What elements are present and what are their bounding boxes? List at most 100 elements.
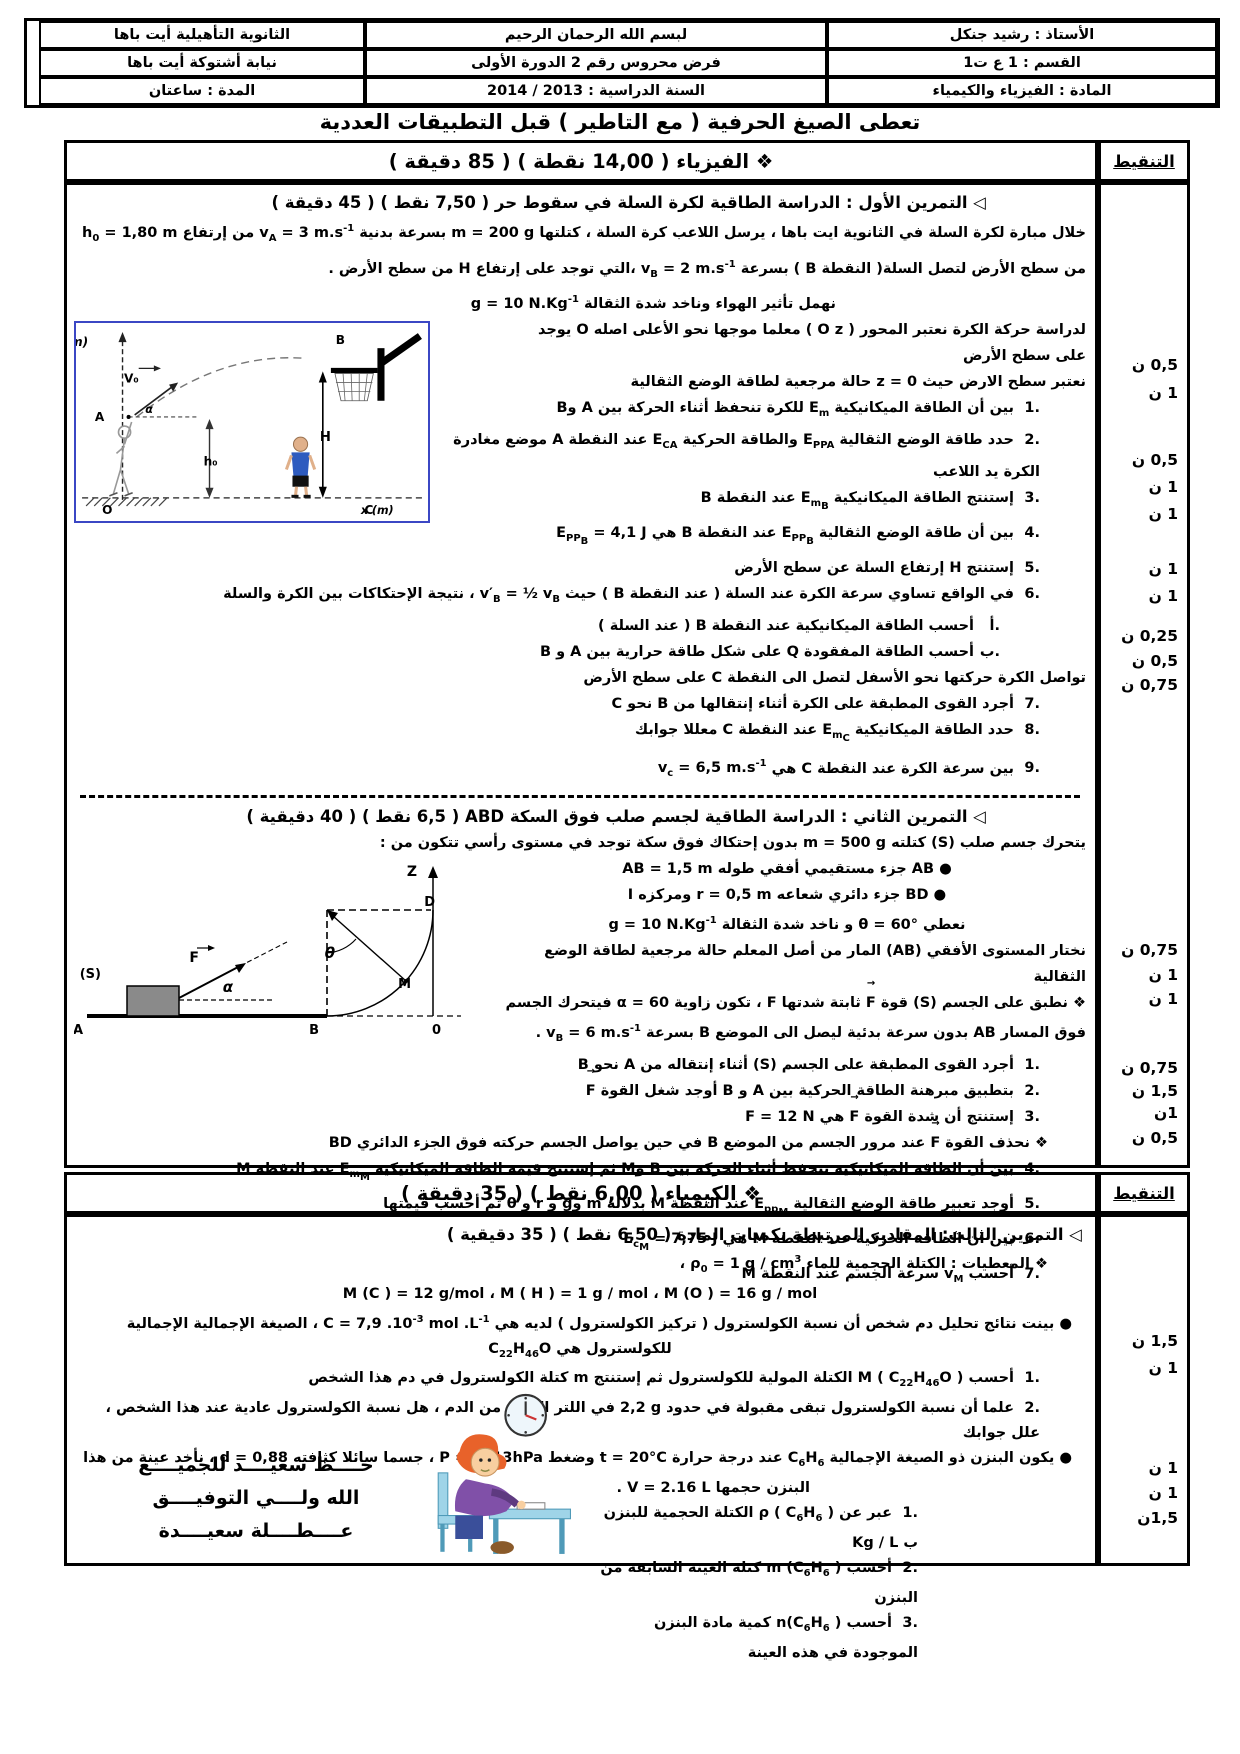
z-axis-arrow [118,332,127,343]
question: 6.بين ان الطاقة الحركية عند النقطة M هي … [74,1226,1086,1261]
mark: 1 ن [1148,990,1178,1008]
mark: 0,5 ن [1131,652,1178,670]
figure-basketball: z (m) O C x (m) V₀ α A [74,321,430,524]
wish-line: عــــطــــلة سعيــــدة [158,1520,354,1542]
header-district: نيابة أشتوكة أيت باها [39,49,365,77]
question: 2.بتطبيق مبرهنة الطاقة الحركية بين A و B… [74,1067,1086,1104]
question-number: 9. [1024,760,1040,777]
exercise2-bullet: ● AB جزء مستقيمي أفقي طوله AB = 1,5 m [622,861,952,878]
mark: 1,5 ن [1131,1332,1178,1350]
shirt [454,1479,515,1517]
question: 6.في الواقع تساوي سرعة الكرة عند السلة (… [74,581,1086,613]
question-number: 1. [902,1505,918,1522]
mark: 1 ن [1148,1459,1178,1477]
question: 8.حدد الطاقة الميكانيكية EmC عند النقطة … [74,717,1086,752]
question: 2.علما أن نسبة الكولسترول تبقى مقبولة في… [74,1396,1086,1446]
question: 9.بين سرعة الكرة عند النقطة C هي vc = 6,… [74,752,1086,788]
mark: 0,75 ن [1121,941,1178,959]
hoop-support [380,333,422,366]
header-table: الأستاذ : رشيد جنكل لبسم الله الرحمان ال… [24,18,1220,108]
question-number: 7. [1024,695,1040,712]
question: 1.عبر عن ρ ( C6H6 ) الكتلة الحجمية للبنز… [74,1501,1086,1556]
mark: 1 ن [1148,505,1178,523]
radius-to-m [332,915,407,982]
question-number: 7. [1024,1265,1040,1282]
header-school-year: السنة الدراسية : 2013 / 2014 [365,77,827,105]
exercise3-volume: البنزن حجمها V = 2.16 L . [616,1480,810,1497]
exercise3-given: ❖ المعطيات : الكتلة الحجمية للماء ρ0 = 1… [679,1254,1048,1275]
origin-label: O [102,503,112,517]
origin-label: 0 [432,1023,441,1038]
mark: 1 ن [1148,966,1178,984]
question-number: 2. [1024,432,1040,449]
force-f-label: F [189,950,199,966]
mark: 1 ن [1148,1484,1178,1502]
ground-hatching [85,497,168,507]
chemistry-title: ❖ الكيمياء ( 6,00 نقط ) ( 35 دقيقة ) [64,1172,1098,1214]
physics-marks-column: 0,5 ن 1 ن 0,5 ن 1 ن 1 ن 1 ن 1 ن 0,25 ن 0… [1098,182,1190,1168]
mark: 0,75 ن [1121,676,1178,694]
exercise2-intro: نعطي θ = 60° و ناخد شدة الثقالة g = 10 N… [608,915,966,934]
chemistry-marks-column: 1,5 ن 1 ن 1 ن 1 ن 1,5ن [1098,1214,1190,1566]
mark: 0,5 ن [1131,451,1178,469]
question-number: 4. [1024,524,1040,541]
z-axis-label: Z [407,864,417,880]
student-cartoon [437,1393,571,1554]
physics-body: ◁ التمرين الأول : الدراسة الطاقية لكرة ا… [64,182,1098,1284]
exercise2-title: ◁ التمرين الثاني : الدراسة الطاقية لجسم … [246,807,986,827]
point-c-label: C [364,503,373,517]
point-a-label: A [74,1023,83,1038]
mark: 0,75 ن [1121,1059,1178,1077]
exercise2-mid: ❖ نحذف القوة F عند مرور الجسم من الموضع … [74,1119,1086,1156]
point-m-label: M [398,977,411,992]
question-number: 5. [1024,559,1040,576]
mark: 1 ن [1148,478,1178,496]
question: 1.أحسب M ( C22H46O ) الكتلة المولية للكو… [74,1366,1086,1396]
question-number: 8. [1024,721,1040,738]
x-axis-label: x (m) [360,504,394,517]
question-number: 1. [1024,1370,1040,1387]
question: 3.إستنتج الطاقة الميكانيكية EmB عند النق… [74,485,1086,520]
mark: 1 ن [1148,560,1178,578]
block-s-label: (S) [80,967,101,982]
exercise1-mid: تواصل الكرة حركتها نحو الأسفل لتصل الى ا… [583,669,1086,686]
exercise1-title: ◁ التمرين الأول : الدراسة الطاقية لكرة ا… [271,193,986,212]
net [334,373,374,402]
alpha-label: α [223,978,234,996]
question: 1.بين أن الطاقة الميكانيكية Em للكرة تنح… [74,395,1086,427]
h0-label: h₀ [204,455,218,469]
physics-section: ❖ الفيزياء ( 14,00 نقطة ) ( 85 دقيقة ) ا… [64,140,1190,1284]
header-school: الثانوية التأهيلية أيت باها [39,21,365,49]
sub-question: أ.أحسب الطاقة الميكانيكية عند النقطة B (… [74,613,1086,639]
header-subject: المادة : الفيزياء والكيمياء [827,77,1217,105]
exercise-separator [80,795,1080,799]
question: 2.حدد طاقة الوضع الثقالية EPPA والطاقة ا… [74,427,1086,485]
question: 5.إستنتج H إرتفاع السلة عن سطح الأرض [74,555,1086,581]
alpha-label: α [145,403,153,416]
exercise1-intro: لدراسة حركة الكرة نعتبر المحور ( O z ) م… [537,322,1086,339]
h-label: H [320,430,331,445]
wish-line: الله ولــــي التوفيــــق [152,1487,360,1509]
physics-grading-header: التنقيط [1098,140,1190,182]
point-d-label: D [424,895,435,910]
mark: 0,5 ن [1131,356,1178,374]
backboard [377,348,385,402]
question: 3.أحسب n(C6H6 ) كمية مادة البنزن الموجود… [74,1611,1086,1666]
header-duration: المدة : ساعتان [39,77,365,105]
v0-label: V₀ [124,372,139,386]
theta-label: θ [325,944,335,962]
exercise3-formula: للكولسترول هي C22H46O [488,1340,672,1360]
question-number: 1. [1024,400,1040,417]
exercise2-intro: ❖ نطبق على الجسم (S) قوة F ثابتة شدتها F… [74,979,1087,1016]
header-bismillah: لبسم الله الرحمان الرحيم [365,21,827,49]
sub-question: ب.أحسب الطاقة المفقودة Q على شكل طاقة حر… [74,639,1086,665]
chemistry-body: حــــظ سعيــــد للجميــــع الله ولــــي … [64,1214,1098,1661]
question-number: 5. [1024,1195,1040,1212]
exercise3-molar-masses: M (O ) = 16 g / mol ، M ( H ) = 1 g / mo… [342,1285,818,1302]
exercise1-intro: من سطح الأرض لتصل السلة( النقطة B ) بسرع… [328,258,1086,280]
question-number: 3. [902,1615,918,1631]
player-thrower [109,422,133,497]
mark: 1 ن [1148,587,1178,605]
mark: 0,25 ن [1121,627,1178,645]
